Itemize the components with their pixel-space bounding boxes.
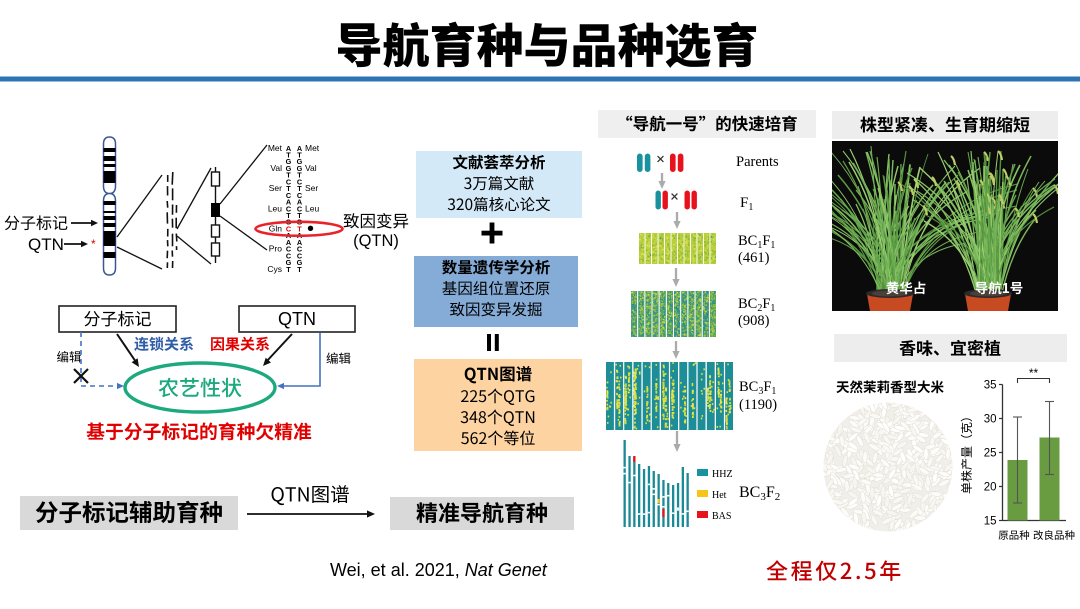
svg-text:30: 30 [984, 414, 997, 426]
svg-text:C: C [297, 245, 303, 254]
svg-text:T: T [286, 184, 291, 193]
svg-text:Gln: Gln [269, 223, 283, 233]
svg-text:C: C [286, 204, 292, 213]
svg-text:QTN: QTN [28, 235, 64, 254]
svg-text:A: A [286, 198, 292, 207]
svg-text:Wei, et al. 2021, Nat Genet: Wei, et al. 2021, Nat Genet [330, 560, 548, 580]
svg-text:C: C [286, 251, 292, 260]
svg-text:T: T [286, 151, 291, 160]
svg-text:(QTN): (QTN) [353, 232, 399, 250]
svg-text:C: C [297, 191, 303, 200]
svg-text:15: 15 [984, 516, 997, 528]
svg-text:A: A [286, 238, 292, 247]
svg-text:G: G [286, 164, 292, 173]
svg-text:T: T [286, 211, 291, 220]
svg-text:Het: Het [712, 490, 727, 501]
svg-text:C: C [286, 245, 292, 254]
svg-text:C: C [286, 177, 292, 186]
svg-text:C: C [286, 191, 292, 200]
svg-text:Val: Val [270, 163, 282, 173]
svg-text:A: A [297, 198, 303, 207]
svg-text:25: 25 [984, 448, 997, 460]
svg-text:Ser: Ser [305, 183, 318, 193]
svg-text:Leu: Leu [305, 203, 319, 213]
svg-text:G: G [297, 164, 303, 173]
svg-text:A: A [297, 144, 303, 153]
svg-text:C: C [297, 204, 303, 213]
svg-text:Ser: Ser [269, 183, 282, 193]
svg-text:BC3F2: BC3F2 [739, 484, 780, 503]
svg-text:G: G [297, 258, 303, 267]
svg-text:C: C [297, 177, 303, 186]
svg-text:Pro: Pro [269, 244, 283, 254]
svg-text:T: T [297, 151, 302, 160]
svg-text:BC2F1: BC2F1 [738, 296, 775, 314]
svg-text:BC1F1: BC1F1 [738, 233, 775, 251]
svg-text:QTN: QTN [278, 309, 316, 329]
svg-text:T: T [286, 171, 291, 180]
svg-text:35: 35 [984, 380, 997, 392]
svg-text:T: T [297, 265, 302, 274]
svg-text:T: T [297, 224, 302, 233]
svg-text:A: A [297, 238, 303, 247]
svg-text:Cys: Cys [267, 264, 282, 274]
svg-text:HHZ: HHZ [712, 469, 733, 480]
svg-text:G: G [286, 258, 292, 267]
svg-text:BC3F1: BC3F1 [739, 379, 776, 397]
svg-text:**: ** [1029, 366, 1039, 380]
svg-text:20: 20 [984, 482, 997, 494]
svg-text:(461): (461) [738, 250, 770, 266]
svg-text:T: T [297, 211, 302, 220]
svg-text:T: T [297, 171, 302, 180]
svg-text:Parents: Parents [736, 154, 779, 170]
svg-text:Leu: Leu [268, 203, 282, 213]
svg-text:Val: Val [305, 163, 317, 173]
svg-text:G: G [286, 157, 292, 166]
svg-text:(1190): (1190) [739, 397, 777, 413]
svg-text:Met: Met [305, 143, 320, 153]
svg-text:F1: F1 [740, 195, 753, 213]
svg-text:G: G [297, 157, 303, 166]
svg-text:A: A [286, 144, 292, 153]
svg-text:T: T [297, 184, 302, 193]
svg-text:BAS: BAS [712, 511, 731, 522]
svg-text:C: C [297, 251, 303, 260]
svg-text:Met: Met [268, 143, 283, 153]
svg-text:(908): (908) [738, 313, 770, 329]
svg-text:T: T [286, 265, 291, 274]
svg-text:*: * [91, 237, 96, 251]
svg-text:C: C [286, 224, 292, 233]
